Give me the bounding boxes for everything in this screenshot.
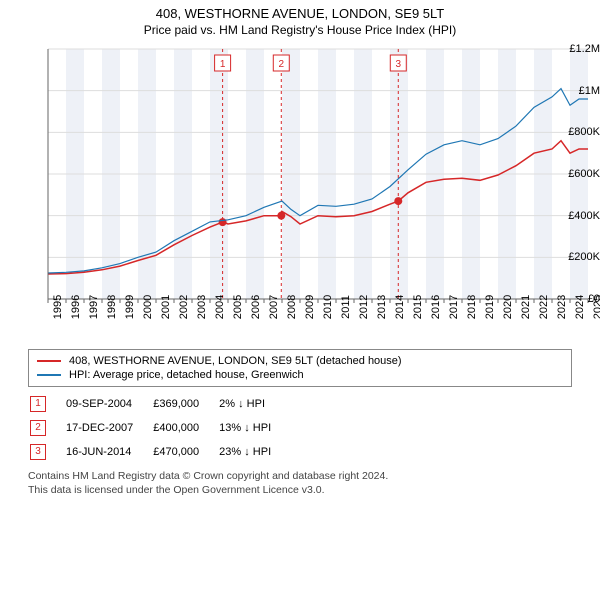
footer-line-1: Contains HM Land Registry data © Crown c… <box>28 469 572 483</box>
svg-text:3: 3 <box>395 59 401 70</box>
x-tick-label: 1997 <box>88 295 100 319</box>
event-date: 17-DEC-2007 <box>66 417 151 439</box>
footer-text: Contains HM Land Registry data © Crown c… <box>28 469 572 497</box>
legend-swatch <box>37 374 61 376</box>
y-tick-label: £800K <box>558 126 600 138</box>
x-tick-label: 1998 <box>106 295 118 319</box>
event-diff: 2% ↓ HPI <box>219 393 289 415</box>
plot-area: 123£0£200K£400K£600K£800K£1M£1.2M1995199… <box>0 43 600 343</box>
event-marker: 3 <box>30 444 46 460</box>
x-tick-label: 2010 <box>322 295 334 319</box>
x-tick-label: 2023 <box>556 295 568 319</box>
event-row: 1 09-SEP-2004£369,0002% ↓ HPI <box>30 393 289 415</box>
chart-subtitle: Price paid vs. HM Land Registry's House … <box>0 21 600 43</box>
x-tick-label: 2015 <box>412 295 424 319</box>
x-tick-label: 2020 <box>502 295 514 319</box>
event-diff: 23% ↓ HPI <box>219 441 289 463</box>
legend-row: 408, WESTHORNE AVENUE, LONDON, SE9 5LT (… <box>37 354 563 368</box>
event-date: 09-SEP-2004 <box>66 393 151 415</box>
x-tick-label: 2014 <box>394 295 406 319</box>
x-tick-label: 2009 <box>304 295 316 319</box>
legend-box: 408, WESTHORNE AVENUE, LONDON, SE9 5LT (… <box>28 349 572 387</box>
x-tick-label: 1999 <box>124 295 136 319</box>
svg-text:2: 2 <box>278 59 284 70</box>
event-row: 2 17-DEC-2007£400,00013% ↓ HPI <box>30 417 289 439</box>
legend-swatch <box>37 360 61 362</box>
footer-line-2: This data is licensed under the Open Gov… <box>28 483 572 497</box>
legend-row: HPI: Average price, detached house, Gree… <box>37 368 563 382</box>
x-tick-label: 2025 <box>592 295 600 319</box>
y-tick-label: £1.2M <box>558 43 600 55</box>
x-tick-label: 2024 <box>574 295 586 319</box>
x-tick-label: 1995 <box>52 295 64 319</box>
x-tick-label: 2001 <box>160 295 172 319</box>
x-tick-label: 2002 <box>178 295 190 319</box>
x-tick-label: 2016 <box>430 295 442 319</box>
x-tick-label: 2011 <box>340 295 352 319</box>
y-tick-label: £400K <box>558 210 600 222</box>
x-tick-label: 2012 <box>358 295 370 319</box>
x-tick-label: 2007 <box>268 295 280 319</box>
chart-title: 408, WESTHORNE AVENUE, LONDON, SE9 5LT <box>0 0 600 21</box>
x-tick-label: 2005 <box>232 295 244 319</box>
svg-text:1: 1 <box>220 59 226 70</box>
legend-label: HPI: Average price, detached house, Gree… <box>69 369 304 381</box>
events-table: 1 09-SEP-2004£369,0002% ↓ HPI 2 17-DEC-2007… <box>28 391 291 465</box>
y-tick-label: £600K <box>558 168 600 180</box>
chart-container: 408, WESTHORNE AVENUE, LONDON, SE9 5LT P… <box>0 0 600 590</box>
event-price: £400,000 <box>153 417 217 439</box>
event-marker: 1 <box>30 396 46 412</box>
x-tick-label: 2003 <box>196 295 208 319</box>
y-tick-label: £1M <box>558 85 600 97</box>
event-date: 16-JUN-2014 <box>66 441 151 463</box>
event-price: £369,000 <box>153 393 217 415</box>
legend-label: 408, WESTHORNE AVENUE, LONDON, SE9 5LT (… <box>69 355 402 367</box>
x-tick-label: 2000 <box>142 295 154 319</box>
y-tick-label: £200K <box>558 251 600 263</box>
x-tick-label: 2004 <box>214 295 226 319</box>
event-marker: 2 <box>30 420 46 436</box>
x-tick-label: 2008 <box>286 295 298 319</box>
x-tick-label: 2006 <box>250 295 262 319</box>
event-price: £470,000 <box>153 441 217 463</box>
event-diff: 13% ↓ HPI <box>219 417 289 439</box>
x-tick-label: 2019 <box>484 295 496 319</box>
x-tick-label: 2013 <box>376 295 388 319</box>
x-tick-label: 1996 <box>70 295 82 319</box>
x-tick-label: 2022 <box>538 295 550 319</box>
x-tick-label: 2018 <box>466 295 478 319</box>
event-row: 3 16-JUN-2014£470,00023% ↓ HPI <box>30 441 289 463</box>
x-tick-label: 2021 <box>520 295 532 319</box>
x-tick-label: 2017 <box>448 295 460 319</box>
